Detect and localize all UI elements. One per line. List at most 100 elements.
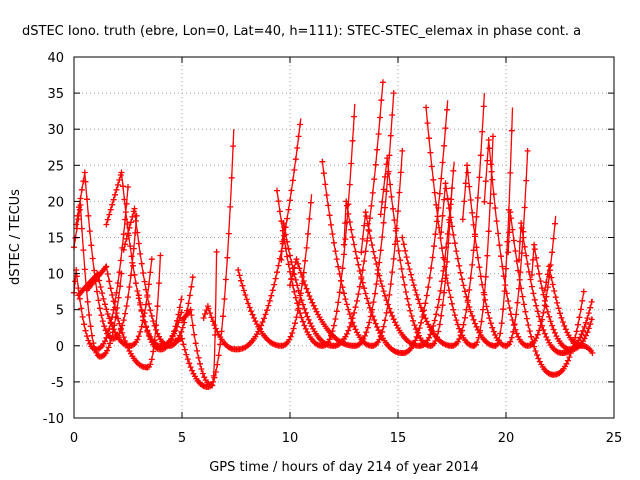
data-point: [524, 261, 531, 267]
data-point: [438, 175, 445, 182]
data-point: [470, 316, 477, 323]
data-point: [127, 243, 134, 250]
data-point: [402, 247, 409, 254]
data-point: [116, 320, 123, 327]
data-point: [328, 221, 334, 228]
y-tick-label: 20: [47, 195, 64, 210]
data-point: [526, 328, 533, 335]
data-point: [116, 176, 123, 183]
data-point: [509, 317, 516, 323]
data-point: [342, 220, 349, 227]
arc-5: [84, 252, 164, 371]
data-point: [84, 298, 91, 305]
data-point: [351, 323, 358, 330]
data-point: [418, 319, 424, 326]
data-point: [125, 184, 131, 190]
data-point: [289, 177, 296, 184]
data-point: [221, 296, 228, 302]
data-point: [130, 245, 137, 252]
data-point: [361, 258, 368, 265]
data-point: [104, 311, 111, 317]
data-point: [117, 283, 124, 290]
data-point: [444, 258, 450, 265]
data-point: [510, 237, 517, 244]
data-point: [107, 206, 114, 213]
data-point: [539, 322, 545, 329]
data-point: [489, 176, 496, 183]
data-point: [507, 169, 514, 176]
data-point: [520, 234, 527, 241]
data-point: [107, 285, 114, 292]
data-point: [536, 270, 543, 277]
data-point: [128, 253, 135, 260]
data-point: [75, 285, 82, 292]
arc-28: [541, 263, 596, 356]
data-point: [368, 202, 375, 209]
data-point: [426, 274, 433, 281]
data-point: [99, 290, 106, 297]
data-point: [449, 300, 455, 307]
data-point: [352, 304, 359, 311]
data-point: [580, 288, 587, 295]
data-point: [412, 287, 419, 294]
data-point: [291, 167, 298, 173]
data-point: [405, 301, 412, 308]
data-point: [473, 323, 480, 330]
data-point: [434, 304, 441, 311]
data-point: [306, 215, 313, 222]
data-point: [446, 287, 453, 294]
y-tick-label: 40: [47, 51, 64, 66]
data-point: [557, 310, 563, 317]
data-point: [330, 322, 337, 329]
data-point: [469, 261, 476, 268]
data-point: [293, 256, 300, 263]
data-point: [517, 238, 523, 245]
data-point: [287, 333, 294, 340]
data-point: [85, 212, 92, 219]
data-point: [362, 290, 369, 297]
data-point: [466, 183, 473, 190]
data-point: [506, 229, 513, 236]
data-point: [456, 325, 463, 332]
data-point: [141, 278, 148, 285]
data-point: [189, 322, 196, 329]
data-point: [540, 326, 547, 333]
data-point: [259, 319, 266, 325]
data-point: [486, 145, 493, 152]
data-point: [502, 282, 509, 289]
data-point: [289, 270, 296, 277]
data-point: [199, 370, 206, 377]
data-point: [309, 299, 316, 306]
data-point: [373, 261, 380, 267]
data-point: [503, 265, 509, 272]
data-point: [463, 293, 470, 300]
data-point: [416, 300, 423, 307]
data-point: [319, 158, 326, 165]
data-point: [205, 305, 212, 312]
data-point: [140, 313, 147, 320]
data-point: [359, 279, 366, 286]
data-point: [373, 281, 380, 288]
data-point: [292, 156, 299, 163]
data-point: [546, 313, 553, 320]
data-point: [427, 149, 434, 156]
data-point: [109, 201, 116, 208]
data-point: [73, 273, 80, 280]
data-point: [469, 312, 476, 319]
data-point: [342, 296, 349, 303]
data-point: [371, 317, 378, 323]
data-point: [341, 241, 347, 248]
data-point: [326, 336, 333, 343]
data-point: [78, 225, 85, 232]
data-point: [535, 355, 542, 362]
data-point: [195, 354, 202, 361]
data-point: [186, 360, 193, 367]
data-point: [433, 201, 440, 208]
data-point: [447, 214, 454, 221]
data-point: [117, 257, 124, 264]
data-point: [495, 230, 502, 237]
data-point: [527, 276, 534, 283]
chart-title: dSTEC Iono. truth (ebre, Lon=0, Lat=40, …: [22, 24, 581, 39]
data-point: [459, 276, 466, 283]
data-point: [349, 137, 356, 144]
